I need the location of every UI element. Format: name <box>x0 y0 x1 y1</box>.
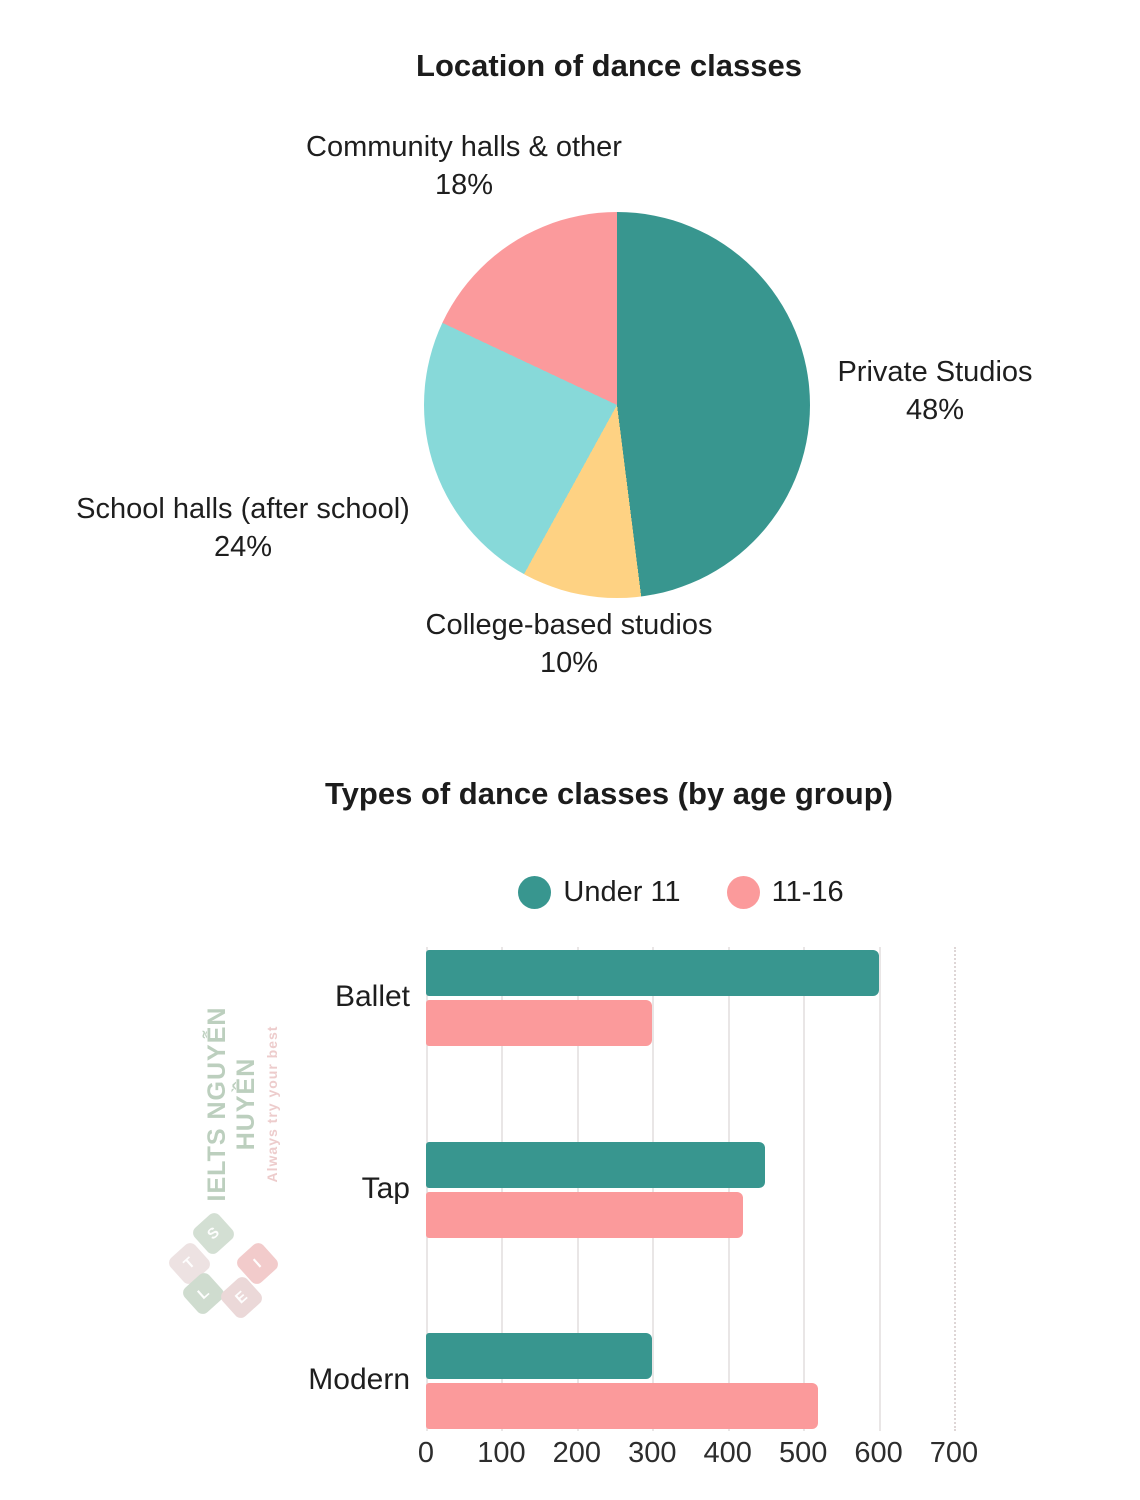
x-tick-700: 700 <box>929 1437 979 1469</box>
watermark-tile-l: L <box>180 1270 227 1317</box>
legend-item-under-11: Under 11 <box>518 876 681 909</box>
category-label-modern: Modern <box>308 1363 410 1396</box>
gridline-200 <box>576 947 579 1431</box>
pie-label-college-studios-text: College-based studios <box>425 609 713 641</box>
pie-label-private-studios-text: Private Studios <box>837 356 1033 388</box>
pie-label-community-halls-pct: 18% <box>434 169 494 201</box>
bar-modern-under-11 <box>426 1333 653 1379</box>
x-tick-600: 600 <box>854 1437 903 1469</box>
pie-label-private-studios: Private Studios 48% <box>822 353 1048 429</box>
x-tick-300: 300 <box>628 1437 677 1469</box>
category-label-tap: Tap <box>361 1172 410 1205</box>
watermark-tile-s: S <box>190 1210 237 1257</box>
gridline-500 <box>803 947 806 1431</box>
gridline-0 <box>426 947 428 1431</box>
pie-label-community-halls-text: Community halls & other <box>306 131 622 163</box>
legend-dot-11-16 <box>726 876 760 909</box>
pie-chart-title: Location of dance classes <box>416 48 802 83</box>
bar-ballet-under-11 <box>426 950 879 996</box>
x-tick-100: 100 <box>477 1437 526 1469</box>
pie-label-school-halls: School halls (after school) 24% <box>23 490 463 566</box>
watermark-tile-i: I <box>234 1240 281 1287</box>
pie-label-private-studios-pct: 48% <box>905 394 965 426</box>
pie-chart <box>424 212 810 598</box>
pie-label-school-halls-pct: 24% <box>213 531 273 563</box>
bar-tap-under-11 <box>426 1142 766 1188</box>
gridline-400 <box>727 947 730 1431</box>
x-tick-0: 0 <box>417 1437 435 1469</box>
legend-dot-under-11 <box>518 876 552 909</box>
watermark-tile-e: E <box>218 1274 265 1321</box>
pie-label-community-halls: Community halls & other 18% <box>164 128 764 204</box>
gridline-100 <box>501 947 504 1431</box>
pie-label-college-studios: College-based studios 10% <box>349 606 789 682</box>
bar-tap-11-16 <box>426 1192 743 1238</box>
x-tick-500: 500 <box>778 1437 828 1469</box>
pie-label-college-studios-pct: 10% <box>539 647 599 679</box>
bar-modern-11-16 <box>426 1383 819 1429</box>
bar-ballet-11-16 <box>426 1000 653 1046</box>
gridline-300 <box>652 947 655 1431</box>
gridline-700 <box>954 947 956 1431</box>
bar-chart-legend: Under 11 11-16 <box>222 876 1140 909</box>
x-tick-400: 400 <box>703 1437 752 1469</box>
legend-item-11-16: 11-16 <box>726 876 844 909</box>
legend-label-11-16: 11-16 <box>771 876 844 908</box>
category-label-ballet: Ballet <box>334 980 410 1013</box>
bar-chart-plot <box>426 947 956 1431</box>
legend-label-under-11: Under 11 <box>563 876 681 908</box>
watermark-tile-t: T <box>166 1240 213 1287</box>
bar-chart-title: Types of dance classes (by age group) <box>325 776 893 811</box>
pie-label-school-halls-text: School halls (after school) <box>76 493 410 525</box>
gridline-600 <box>878 947 881 1431</box>
x-tick-200: 200 <box>552 1437 602 1469</box>
